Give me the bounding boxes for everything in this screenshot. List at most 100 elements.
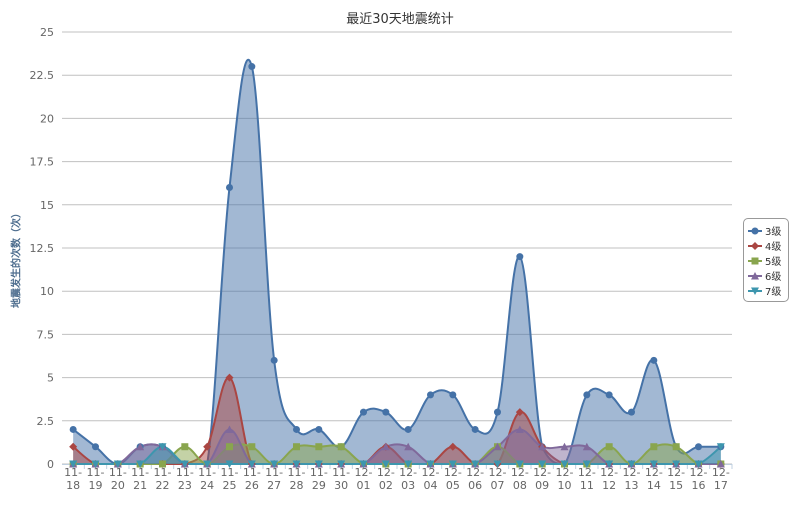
legend-marker-icon [751,271,759,279]
data-point [203,442,212,451]
data-point [69,460,78,468]
data-point [448,460,457,468]
data-point [226,184,233,192]
data-point [136,460,145,468]
x-tick-label: 15 [669,479,683,492]
data-point [180,460,189,468]
data-point [315,425,323,433]
data-point [716,443,725,451]
x-tick-label: 21 [133,479,147,492]
x-tick-label: 12- [578,466,596,479]
x-tick-label: 23 [178,479,192,492]
x-tick-label: 25 [223,479,237,492]
x-tick-label: 01 [357,479,371,492]
data-point [628,408,635,416]
y-tick-label: 7.5 [37,328,55,341]
y-tick-label: 25 [40,26,54,39]
data-point [292,460,301,468]
data-point [516,253,524,261]
x-tick-label: 11- [109,466,127,479]
y-tick-label: 12.5 [30,242,55,255]
data-point [404,442,413,451]
x-tick-label: 12- [422,466,440,479]
x-tick-label: 17 [714,479,728,492]
legend-item[interactable]: 3级 [748,223,784,238]
x-tick-label: 12- [645,466,663,479]
x-tick-label: 11- [288,466,306,479]
x-tick-label: 11- [310,466,328,479]
legend-symbol-icon [748,227,762,234]
data-point [560,460,569,468]
y-tick-label: 10 [40,285,54,298]
data-point [560,442,569,451]
x-tick-label: 12- [444,466,462,479]
x-tick-label: 22 [156,479,170,492]
data-point [694,460,703,468]
x-tick-label: 12- [355,466,373,479]
data-point [314,460,323,468]
x-tick-label: 09 [535,479,549,492]
x-tick-label: 02 [379,479,393,492]
data-point [404,460,413,468]
data-point [382,408,390,416]
x-tick-label: 12- [712,466,730,479]
data-point [225,460,234,468]
x-tick-label: 11- [131,466,149,479]
series-3-markers [69,63,725,468]
x-tick-label: 04 [424,479,438,492]
data-point [203,460,212,468]
legend-symbol-icon [748,287,762,295]
x-tick-label: 28 [290,479,304,492]
series-7-markers [69,443,725,468]
data-point [293,425,300,433]
x-tick-label: 27 [267,479,281,492]
series-3-group [72,58,721,466]
data-point [381,460,390,468]
x-tick-label: 12- [533,466,551,479]
data-point [582,460,591,468]
data-point [471,460,480,468]
x-tick-label: 12- [466,466,484,479]
legend-item[interactable]: 4级 [748,238,784,253]
y-tick-label: 15 [40,199,54,212]
legend-symbol-icon [748,241,762,250]
x-tick-label: 03 [401,479,415,492]
x-tick-label: 12- [399,466,417,479]
data-point [337,443,345,451]
x-tick-label: 11- [265,466,283,479]
x-tick-label: 11- [176,466,194,479]
x-tick-label: 12- [600,466,618,479]
legend-marker-icon [751,257,759,264]
data-point [627,460,636,468]
x-tick-label: 12- [511,466,529,479]
series-line [72,58,721,466]
x-tick-label: 11- [87,466,105,479]
y-tick-label: 2.5 [37,415,55,428]
x-tick-label: 26 [245,479,259,492]
data-point [381,442,390,451]
legend-item[interactable]: 7级 [748,283,784,298]
data-point [695,443,702,451]
data-point [159,460,166,468]
data-point [404,425,412,433]
data-point [649,460,658,468]
data-point [538,460,547,468]
x-tick-label: 11- [64,466,82,479]
data-point [515,460,524,468]
data-point [337,460,346,468]
legend-item[interactable]: 6级 [748,268,784,283]
legend-marker-icon [751,227,759,234]
data-point [158,443,167,451]
data-point [672,443,680,451]
x-tick-label: 30 [334,479,348,492]
y-tick-label: 22.5 [30,69,55,82]
x-tick-label: 10 [558,479,572,492]
x-tick-label: 12- [667,466,685,479]
x-tick-label: 11- [198,466,216,479]
x-tick-label: 13 [625,479,639,492]
x-tick-label: 24 [200,479,214,492]
legend-item[interactable]: 5级 [748,253,784,268]
legend-label: 4级 [765,242,782,253]
legend-label: 5级 [765,257,782,268]
data-point [226,443,233,451]
